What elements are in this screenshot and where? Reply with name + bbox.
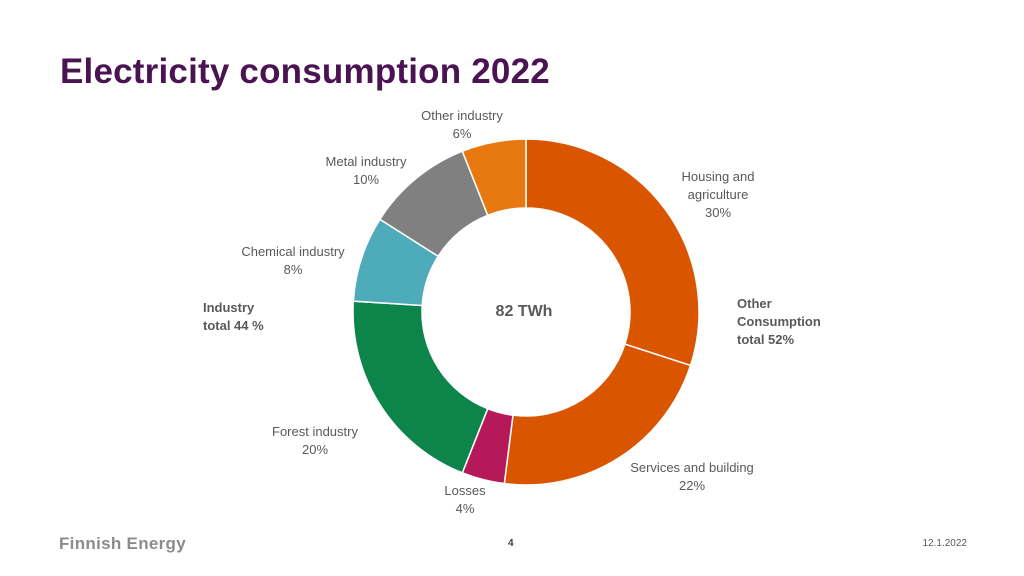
slice-label-chemical-industry: Chemical industry 8% [241,244,345,277]
slice-label-housing-and-agriculture: Housing and agriculture 30% [682,169,755,220]
slices-layer [352,138,700,486]
slide-title: Electricity consumption 2022 [60,52,550,91]
slice-label-metal-industry: Metal industry 10% [326,154,407,187]
slice-label-other-industry: Other industry 6% [421,108,503,141]
page-number: 4 [508,538,514,549]
other-consumption-total-label: Other Consumption total 52% [737,296,821,347]
slice-forest-industry [352,300,489,474]
finnish-energy-logo: Finnish Energy [59,534,186,553]
slide-date: 12.1.2022 [922,538,968,549]
slice-label-services-and-building: Services and building 22% [630,460,754,493]
slice-label-forest-industry: Forest industry 20% [272,424,358,457]
center-total-label: 82 TWh [496,303,553,320]
labels-layer: Housing and agriculture 30% Services and bu… [203,108,821,516]
slice-label-losses: Losses 4% [444,483,486,516]
slice-other-industry [461,138,527,217]
slice-housing-and-agriculture [525,138,700,367]
slice-services-and-building [503,343,692,486]
industry-total-label: Industry total 44 % [203,300,264,333]
